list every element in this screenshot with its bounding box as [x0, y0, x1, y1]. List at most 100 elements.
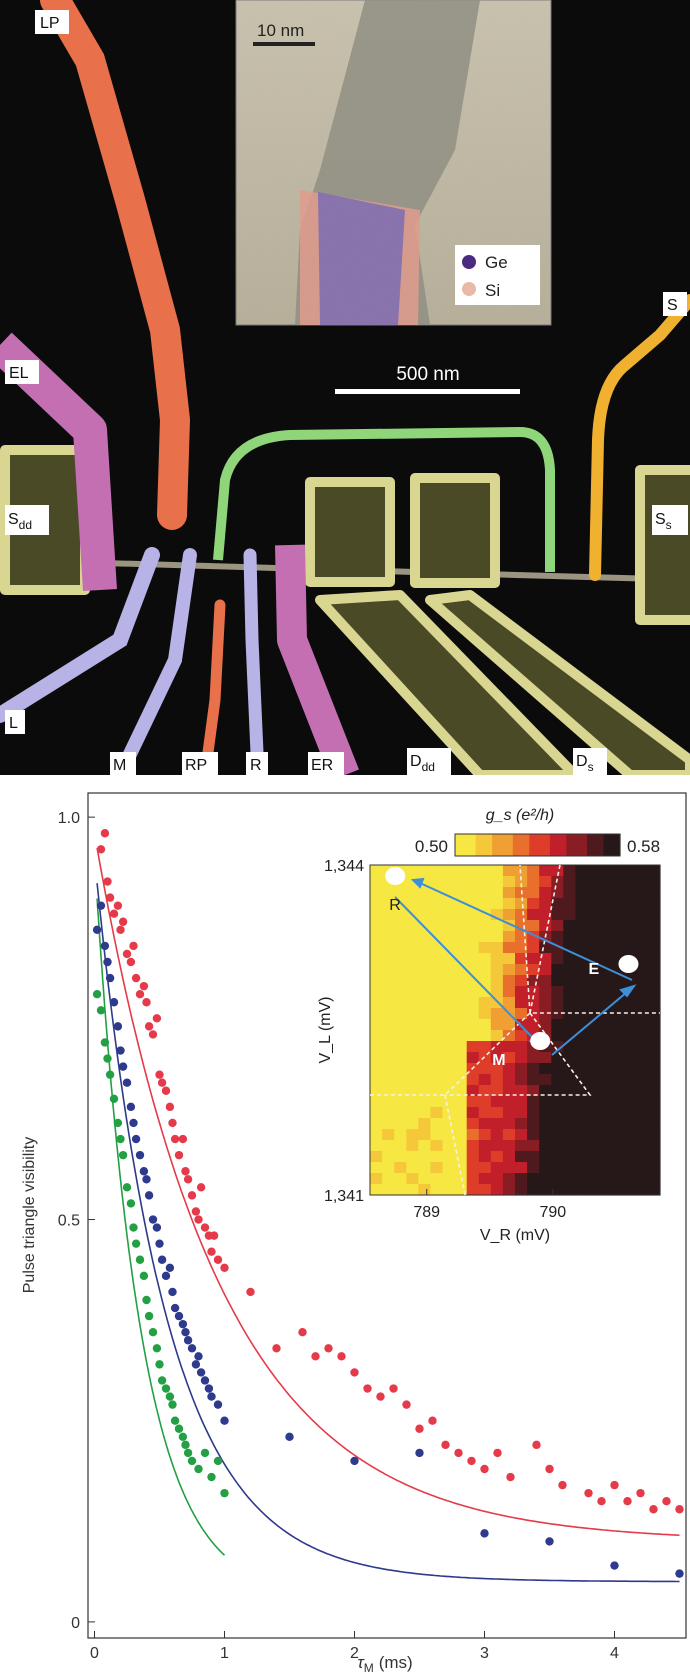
heatmap-cell: [502, 1162, 516, 1174]
data-point: [139, 1167, 149, 1176]
data-point: [144, 1191, 154, 1200]
heatmap-cell: [527, 1151, 540, 1163]
data-point: [155, 1070, 164, 1079]
data-point: [161, 1271, 171, 1281]
heatmap-cell: [490, 1140, 504, 1152]
heatmap-cell: [611, 964, 625, 976]
heatmap-cell: [430, 1096, 444, 1108]
heatmap-cell: [442, 887, 456, 899]
inset-x-label: V_R (mV): [480, 1227, 550, 1244]
heatmap-cell: [466, 1129, 480, 1141]
heatmap-cell: [539, 1107, 552, 1119]
heatmap-cell: [635, 986, 649, 998]
heatmap-cell: [563, 1041, 576, 1053]
inset-y-tick-label: 1,341: [324, 1188, 364, 1205]
data-point: [675, 1505, 684, 1514]
data-point: [131, 1134, 141, 1144]
heatmap-cell: [466, 1052, 480, 1064]
colorbar-segment: [475, 834, 481, 856]
heatmap-cell: [587, 898, 601, 910]
heatmap-cell: [418, 1151, 431, 1163]
data-point: [142, 998, 151, 1007]
heatmap-cell: [490, 1118, 504, 1130]
heatmap-cell: [454, 997, 468, 1009]
colorbar-segment: [545, 834, 551, 856]
heatmap-cell: [406, 887, 419, 899]
data-point: [272, 1344, 281, 1353]
data-point: [116, 1134, 125, 1144]
heatmap-cell: [382, 986, 395, 998]
heatmap-cell: [623, 975, 637, 987]
heatmap-cell: [611, 1151, 625, 1163]
heatmap-cell: [454, 1107, 468, 1119]
heatmap-cell: [502, 964, 516, 976]
heatmap-cell: [599, 898, 613, 910]
heatmap-cell: [623, 1184, 637, 1196]
heatmap-cell: [623, 1030, 637, 1042]
colorbar-segment: [492, 834, 497, 856]
heatmap-cell: [551, 1184, 564, 1196]
heatmap-cell: [647, 1162, 661, 1174]
heatmap-cell: [490, 865, 504, 877]
heatmap-cell: [406, 986, 419, 998]
heatmap-cell: [539, 1063, 552, 1075]
heatmap-cell: [502, 931, 516, 943]
heatmap-cell: [454, 865, 468, 877]
orange-s-gate: [589, 294, 690, 581]
heatmap-cell: [527, 964, 540, 976]
heatmap-cell: [466, 920, 480, 932]
heatmap-cell: [563, 1184, 576, 1196]
colorbar-segment: [500, 834, 506, 856]
heatmap-cell: [515, 1085, 528, 1097]
heatmap-cell: [635, 1063, 649, 1075]
heatmap-cell: [370, 964, 383, 976]
heatmap-cell: [502, 1030, 516, 1042]
colorbar-segment: [471, 834, 477, 856]
data-point: [92, 989, 102, 999]
heatmap-cell: [466, 1173, 480, 1185]
heatmap-cell: [587, 1074, 601, 1086]
heatmap-cell: [442, 1184, 456, 1196]
heatmap-cell: [466, 887, 480, 899]
heatmap-cell: [551, 887, 564, 899]
heatmap-cell: [454, 1085, 468, 1097]
heatmap-cell: [466, 997, 480, 1009]
heatmap-cell: [587, 975, 601, 987]
heatmap-cell: [611, 986, 625, 998]
heatmap-cell: [406, 1140, 419, 1152]
heatmap-cell: [370, 1085, 383, 1097]
heatmap-cell: [551, 997, 564, 1009]
heatmap-cell: [394, 1129, 407, 1141]
heatmap-cell: [502, 1107, 516, 1119]
heatmap-cell: [527, 1173, 540, 1185]
heatmap-cell: [478, 1074, 492, 1086]
heatmap-cell: [635, 975, 649, 987]
heatmap-cell: [478, 1173, 492, 1185]
heatmap-cell: [466, 986, 480, 998]
heatmap-cell: [599, 1140, 613, 1152]
heatmap-cell: [527, 909, 540, 921]
data-point: [148, 1327, 158, 1337]
heatmap-cell: [563, 887, 576, 899]
heatmap-cell: [370, 1140, 383, 1152]
heatmap-cell: [575, 876, 589, 888]
heatmap-cell: [490, 909, 504, 921]
heatmap-cell: [515, 1052, 528, 1064]
data-point: [337, 1352, 346, 1361]
colorbar-title: g_s (e²/h): [486, 807, 554, 824]
heatmap-cell: [430, 942, 444, 954]
heatmap-cell: [442, 1162, 456, 1174]
heatmap-cell: [418, 997, 431, 1009]
label-ss: Ss: [655, 511, 672, 532]
data-point: [122, 1183, 132, 1192]
heatmap-cell: [575, 964, 589, 976]
heatmap-cell: [611, 1118, 625, 1130]
legend-ge-label: Ge: [485, 253, 508, 272]
heatmap-cell: [502, 1085, 516, 1097]
heatmap-cell: [430, 1173, 444, 1185]
label-rp: RP: [185, 757, 207, 774]
heatmap-cell: [466, 1041, 480, 1053]
heatmap-cell: [611, 1129, 625, 1141]
label-r: R: [250, 757, 262, 774]
data-point: [139, 1271, 149, 1281]
